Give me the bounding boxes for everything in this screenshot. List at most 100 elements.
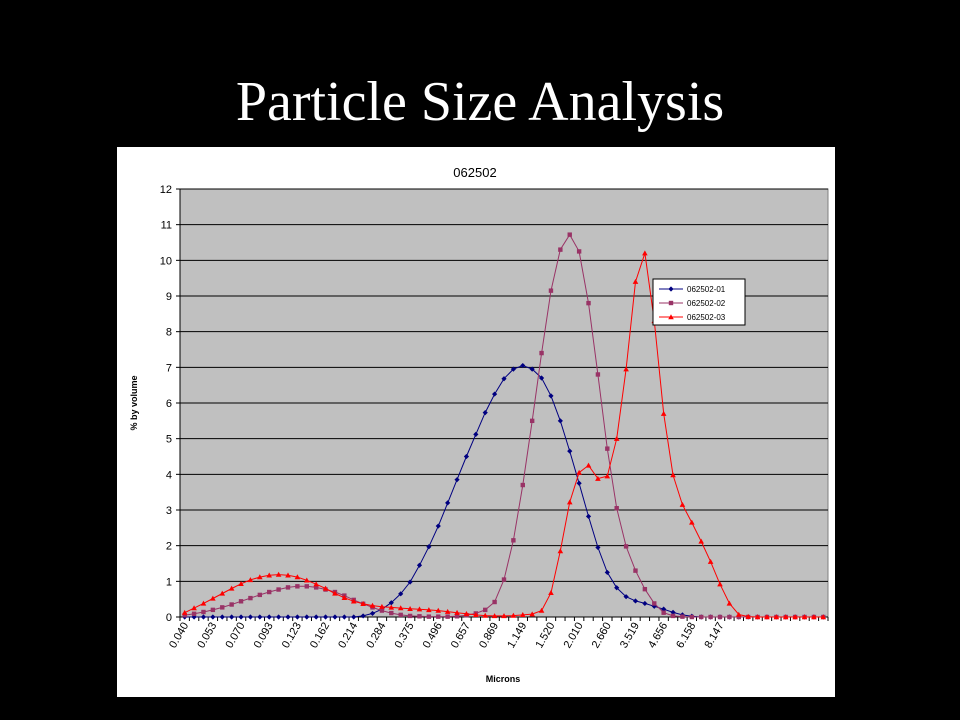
data-point — [576, 249, 582, 254]
data-point — [538, 607, 545, 613]
data-point — [539, 350, 544, 356]
data-point — [679, 501, 686, 507]
data-point — [350, 598, 357, 604]
data-point — [652, 601, 657, 606]
data-point — [623, 594, 629, 600]
data-point — [210, 595, 216, 601]
data-point — [303, 577, 310, 583]
data-point — [238, 581, 244, 587]
data-point — [407, 605, 413, 611]
data-point — [623, 366, 629, 372]
data-point — [275, 571, 282, 577]
data-point — [294, 574, 301, 580]
x-tick-label: 0.214 — [336, 621, 360, 651]
data-point — [445, 500, 451, 506]
data-point — [510, 612, 517, 618]
y-tick-label: 6 — [166, 398, 172, 410]
x-tick-label: 6.158 — [674, 621, 698, 651]
data-point — [220, 605, 225, 610]
data-point — [267, 589, 272, 595]
legend-label: 062502-03 — [687, 313, 726, 322]
y-tick-label: 12 — [160, 184, 172, 196]
data-point — [389, 610, 394, 616]
data-point — [801, 614, 808, 620]
legend: 062502-01 062502-02 062502-03 — [652, 278, 746, 326]
data-point — [689, 519, 695, 525]
data-point — [388, 604, 395, 610]
data-point — [482, 612, 489, 618]
data-point — [416, 562, 423, 568]
chart-frame: 062502 0 1 2 3 4 5 6 7 8 9 10 11 12 0.040 0.053 0.070 0… — [117, 147, 835, 697]
data-point — [727, 614, 732, 620]
data-point — [566, 499, 573, 505]
data-point — [285, 614, 291, 620]
data-point — [548, 288, 554, 293]
data-point — [351, 614, 357, 620]
legend-label: 062502-01 — [687, 285, 726, 294]
data-point — [642, 250, 648, 256]
data-point — [266, 572, 273, 578]
x-tick-label: 0.284 — [364, 621, 388, 651]
data-point — [426, 544, 432, 550]
data-point — [454, 477, 460, 483]
data-point — [379, 608, 385, 613]
data-point — [416, 606, 423, 612]
data-point — [219, 614, 225, 620]
data-point — [632, 278, 639, 284]
data-point — [773, 614, 780, 620]
data-point — [680, 614, 685, 619]
data-point — [483, 607, 488, 613]
data-point — [820, 614, 827, 620]
data-point — [754, 614, 761, 620]
data-point — [699, 614, 704, 620]
y-tick-label: 3 — [166, 505, 172, 517]
data-point — [229, 602, 234, 607]
data-point — [407, 579, 413, 585]
data-point — [642, 586, 648, 592]
data-point — [407, 613, 413, 619]
data-point — [360, 601, 366, 607]
data-point — [670, 613, 676, 619]
data-point — [426, 614, 432, 619]
data-point — [426, 607, 432, 613]
series-3 — [181, 250, 827, 620]
data-point — [782, 614, 789, 620]
x-tick-label: 0.375 — [393, 621, 417, 651]
data-point — [717, 581, 723, 587]
data-point — [201, 609, 206, 615]
data-point — [332, 590, 338, 596]
data-point — [595, 475, 601, 481]
y-tick-label: 4 — [166, 469, 172, 481]
x-tick-label: 0.162 — [308, 621, 332, 651]
data-point — [511, 538, 516, 543]
data-point — [247, 577, 254, 583]
data-point — [661, 610, 666, 615]
data-point — [200, 614, 207, 620]
x-tick-label: 8.147 — [702, 621, 726, 651]
y-tick-label: 5 — [166, 434, 172, 446]
data-point — [482, 410, 488, 416]
x-tick-label: 0.869 — [477, 621, 501, 651]
data-point — [454, 609, 460, 615]
data-point — [463, 453, 470, 460]
data-point — [341, 614, 347, 620]
data-point — [313, 581, 319, 587]
legend-marker — [668, 300, 674, 306]
x-axis: 0.040 0.053 0.070 0.093 0.123 0.162 0.214 0.284… — [167, 616, 829, 651]
y-axis-title: % by volume — [129, 375, 139, 430]
data-point — [369, 610, 376, 617]
data-point — [369, 602, 376, 608]
slide-title: Particle Size Analysis — [235, 71, 725, 133]
data-point — [661, 606, 667, 612]
x-tick-label: 2.660 — [590, 621, 614, 651]
y-tick-label: 10 — [160, 255, 172, 267]
data-point — [557, 418, 563, 424]
data-point — [388, 600, 394, 606]
data-point — [295, 584, 300, 589]
data-point — [567, 448, 573, 454]
data-point — [614, 506, 619, 511]
x-tick-label: 4.656 — [646, 621, 670, 651]
data-point — [200, 600, 207, 606]
legend-marker — [668, 314, 674, 320]
